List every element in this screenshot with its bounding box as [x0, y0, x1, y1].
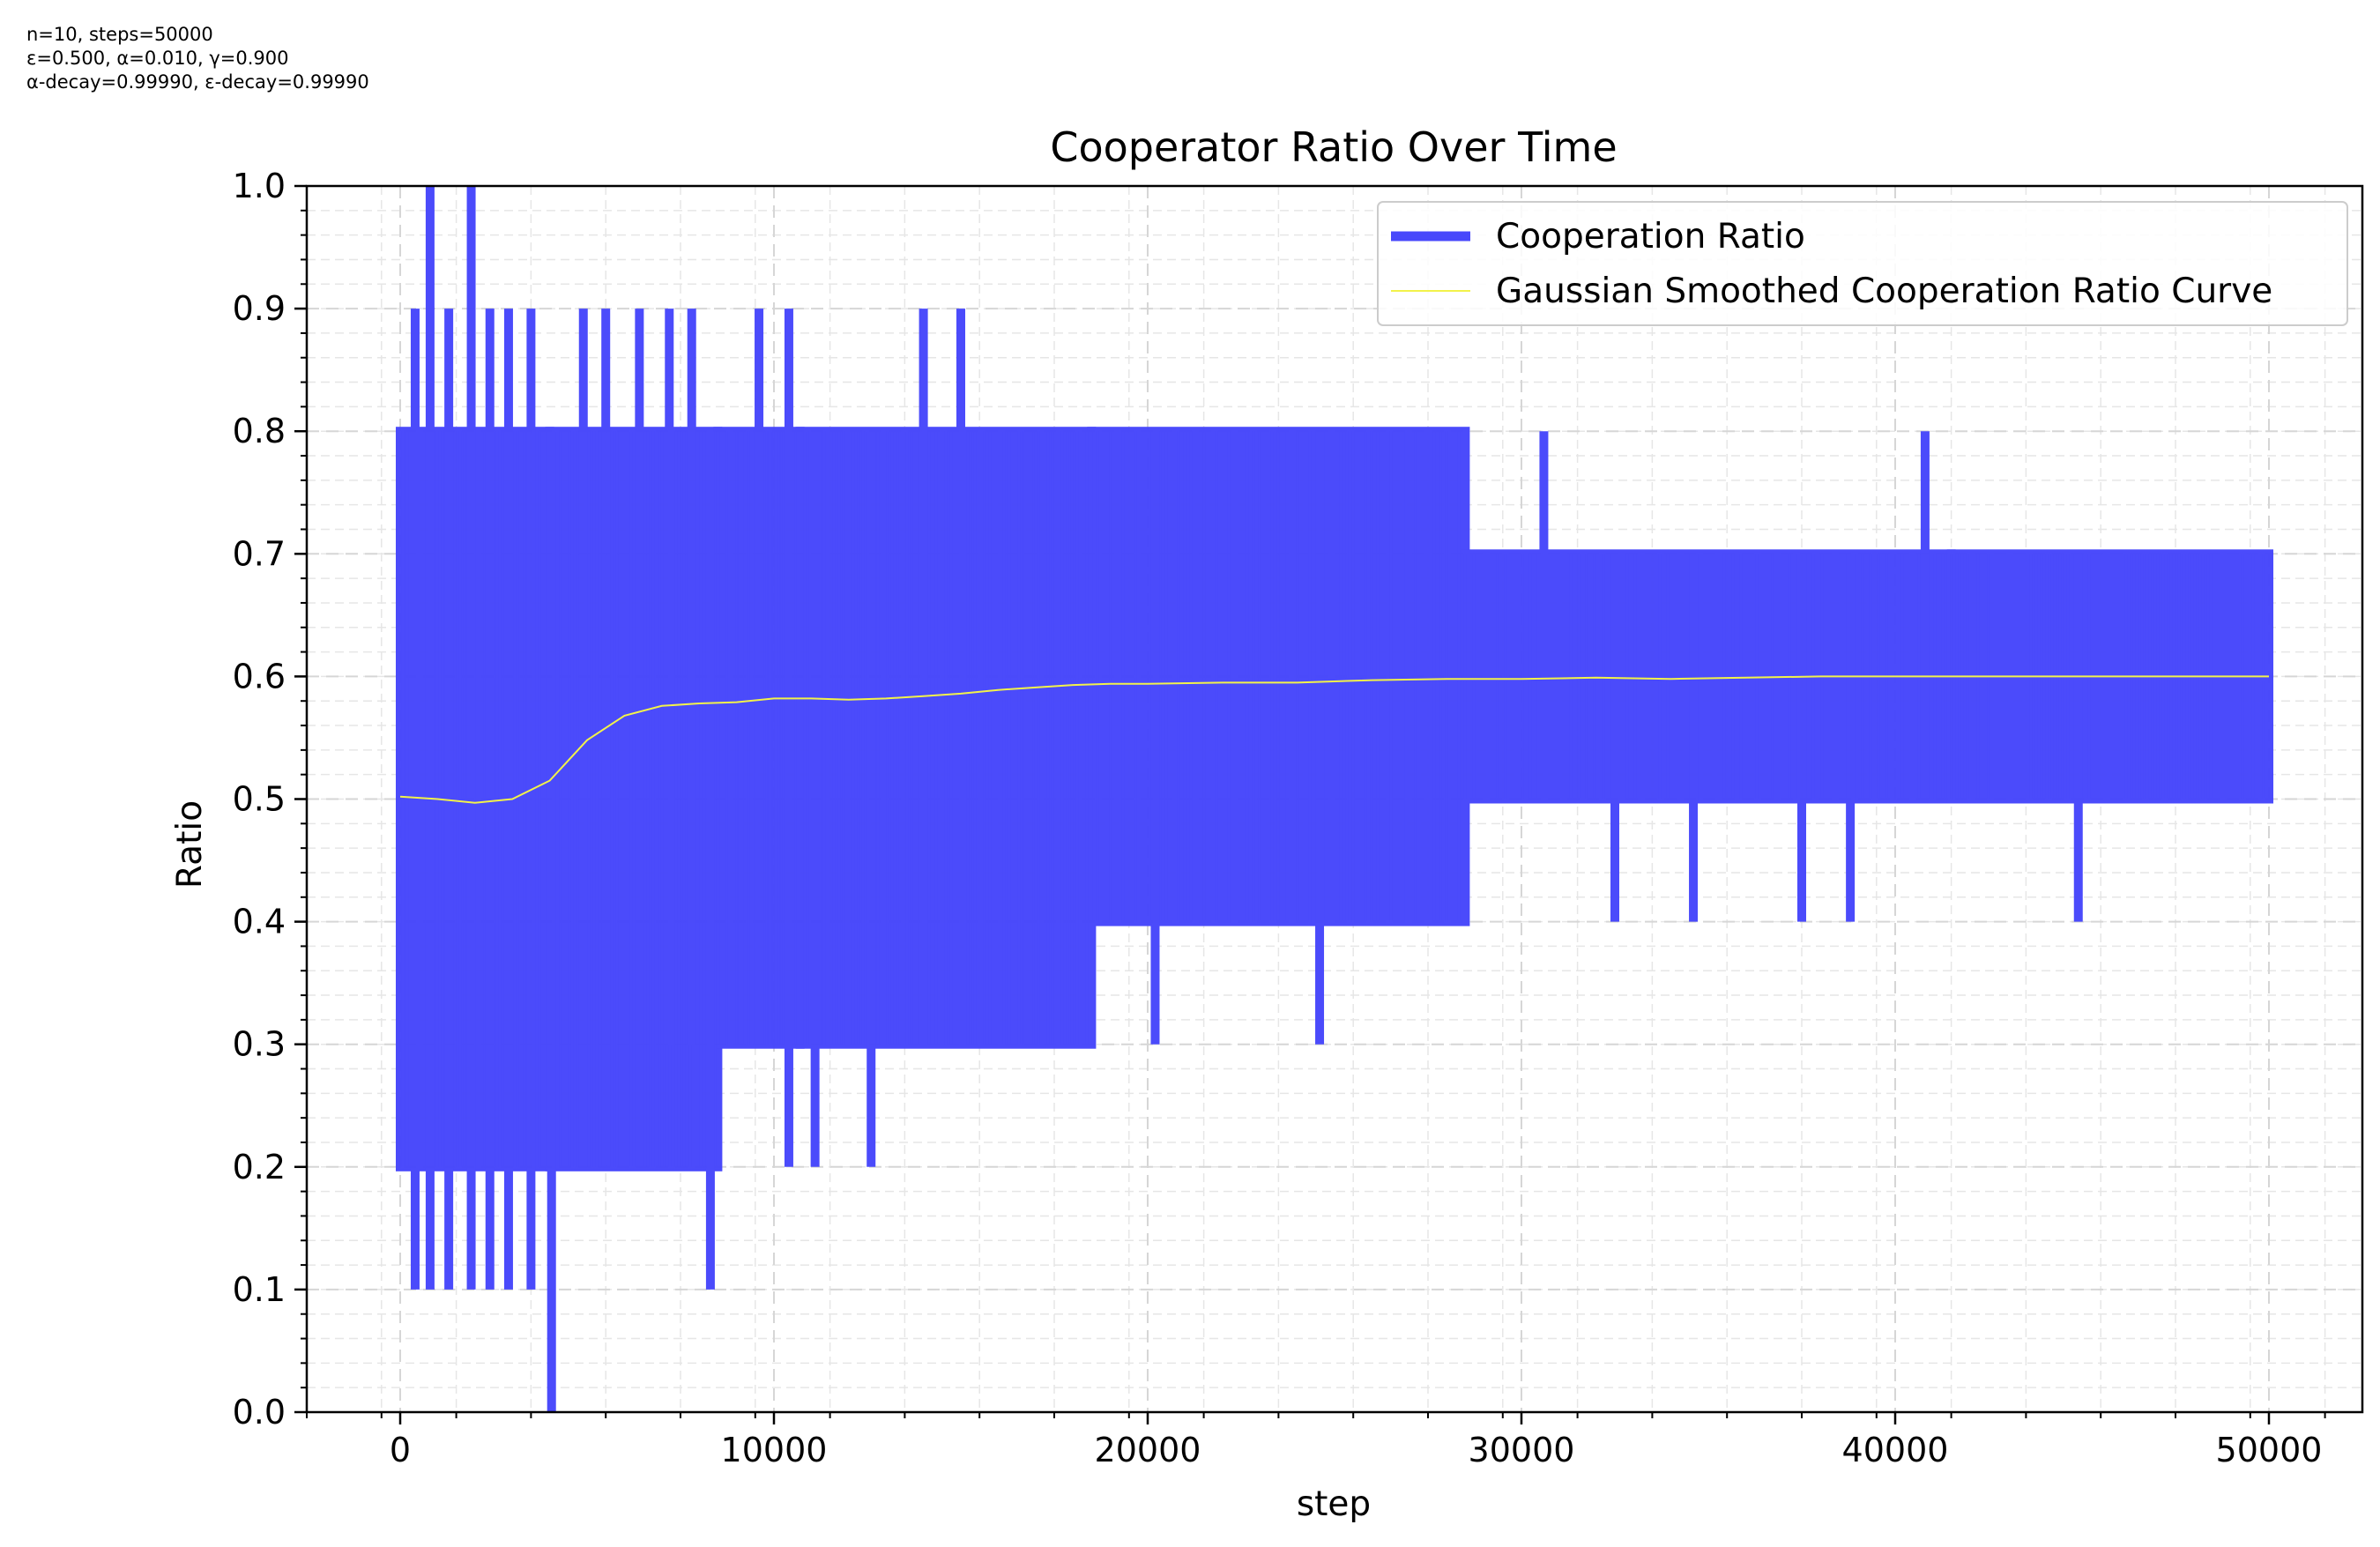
y-tick-label: 0.6: [233, 657, 286, 695]
y-tick-label: 0.9: [233, 289, 286, 328]
params-line-3: α-decay=0.99990, ε-decay=0.99990: [26, 71, 369, 93]
legend-box: [1377, 201, 2348, 326]
x-tick-label: 10000: [721, 1431, 828, 1469]
chart-title: Cooperator Ratio Over Time: [1050, 123, 1617, 171]
x-axis-label: step: [1297, 1484, 1371, 1524]
x-tick-label: 50000: [2216, 1431, 2323, 1469]
legend: Cooperation Ratio Gaussian Smoothed Coop…: [1377, 201, 2348, 326]
params-line-2: ε=0.500, α=0.010, γ=0.900: [26, 48, 289, 69]
y-tick-label: 0.7: [233, 534, 286, 573]
x-tick-label: 30000: [1469, 1431, 1575, 1469]
y-tick-label: 0.8: [233, 412, 286, 450]
legend-label-smoothed-curve: Gaussian Smoothed Cooperation Ratio Curv…: [1496, 271, 2272, 311]
y-tick-label: 0.3: [233, 1025, 286, 1064]
params-line-1: n=10, steps=50000: [26, 24, 213, 45]
x-tick-label: 20000: [1095, 1431, 1201, 1469]
legend-label-cooperation-ratio: Cooperation Ratio: [1496, 217, 1805, 257]
series-cooperation-ratio: [396, 186, 2273, 1412]
y-tick-label: 0.1: [233, 1270, 286, 1309]
y-tick-label: 0.0: [233, 1393, 286, 1432]
y-tick-label: 0.2: [233, 1148, 286, 1186]
y-tick-label: 0.5: [233, 780, 286, 819]
y-axis-label: Ratio: [170, 800, 210, 889]
x-tick-label: 40000: [1842, 1431, 1949, 1469]
axes: 0 10000 20000 30000 40000 50000 0.0 0.1 0.2 0.3 0.…: [233, 167, 2364, 1469]
y-tick-label: 1.0: [233, 167, 286, 205]
plot-area: [396, 186, 2273, 1412]
series-smoothed-curve: [399, 675, 2269, 804]
parameter-annotation: n=10, steps=50000 ε=0.500, α=0.010, γ=0.…: [26, 23, 369, 94]
y-tick-label: 0.4: [233, 903, 286, 941]
x-tick-label: 0: [390, 1431, 411, 1469]
